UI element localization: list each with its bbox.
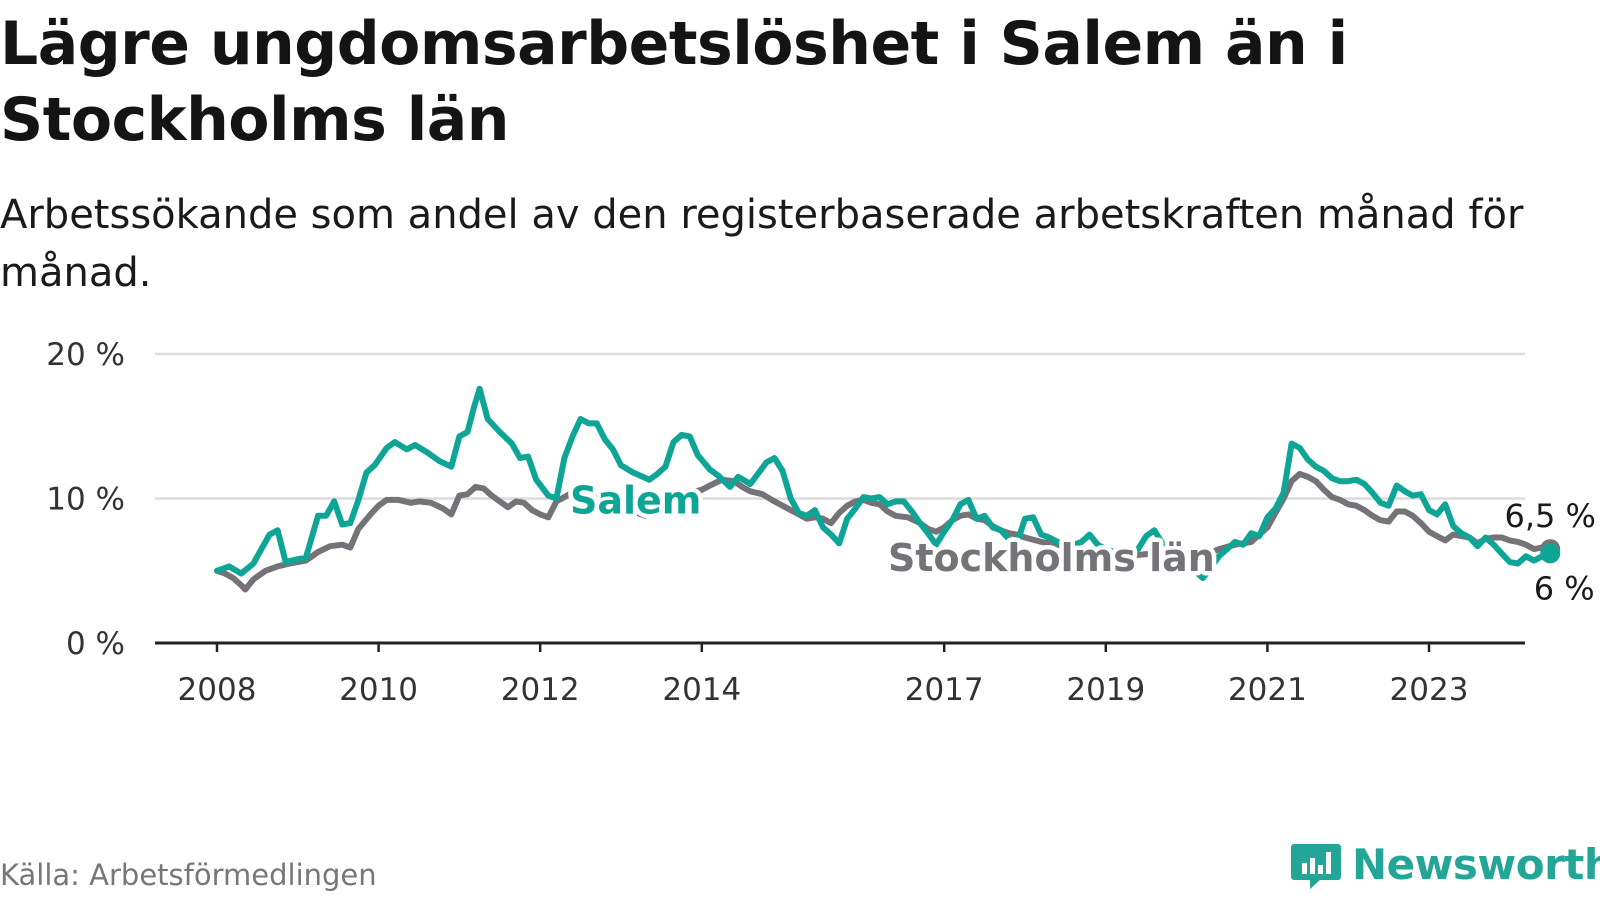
line-chart: 0 % 10 % 20 % 2008 2010 2012 2014 2017 2019 2021 2… [46,337,1600,708]
x-tick-label: 2017 [905,672,984,708]
chart-title: Lägre ungdomsarbetslöshet i Salem än i S… [0,9,1348,155]
axis-layer: 0 % 10 % 20 % 2008 2010 2012 2014 2017 2019 2021 2… [46,337,1525,708]
x-tick-label: 2019 [1066,672,1145,708]
y-tick-label: 0 % [66,626,125,662]
grid-layer [155,352,1525,500]
x-tick-label: 2010 [339,672,418,708]
series-line-stockholm [214,470,1554,593]
series-label-stockholm: Stockholms län [888,536,1215,580]
x-tick-label: 2012 [501,672,580,708]
x-tick-label: 2023 [1390,672,1469,708]
x-tick-label: 2021 [1228,672,1307,708]
bar-chart-icon [1291,844,1341,889]
x-tick-label: 2014 [662,672,741,708]
end-dot-salem [1540,543,1561,564]
end-value-stockholm: 6,5 % [1504,497,1595,535]
series-label-salem: Salem [570,478,701,522]
y-tick-label: 20 % [46,337,125,373]
series-line-salem [214,385,1554,581]
brand-logo[interactable]: Newsworthy [1290,838,1600,890]
series-layer [214,385,1561,593]
x-tick-label: 2008 [178,672,257,708]
y-tick-label: 10 % [46,482,125,518]
end-value-salem: 6 % [1534,569,1595,607]
chart-subtitle: Arbetssökande som andel av den registerb… [0,192,1524,296]
source-note: Källa: Arbetsförmedlingen [0,858,377,892]
label-layer: Salem Stockholms län 6,5 % 6 % [566,474,1600,611]
brand-name: Newsworthy [1352,839,1600,889]
